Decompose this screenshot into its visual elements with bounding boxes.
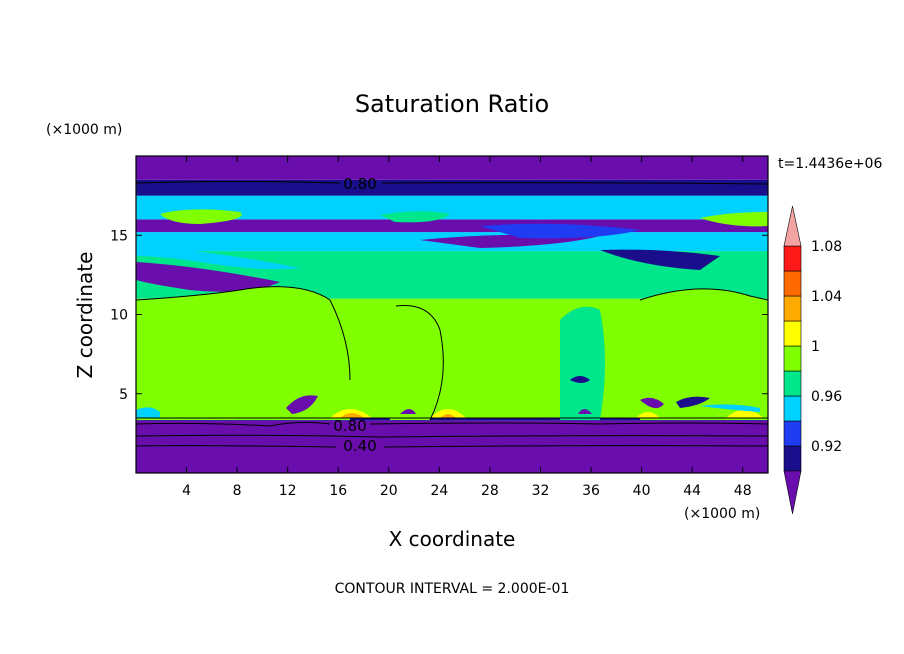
band-6 [136,195,768,220]
colorbar-tick-label: 1.04 [811,289,842,305]
x-tick-label: 44 [683,483,701,499]
field-feature-18 [636,412,660,418]
contour-lines [136,181,768,448]
x-tick-label: 20 [380,483,398,499]
x-axis-ticks: 4 8 12 16 20 24 28 32 36 40 44 48 [182,156,752,499]
colorbar-box [783,395,802,422]
colorbar-box [783,320,802,347]
time-label: t=1.4436e+06 [778,156,882,172]
colorbar-tick-label: 0.92 [811,439,842,455]
colorbar-tick-label: 0.96 [811,389,842,405]
y-axis-unit: (×1000 m) [46,122,122,138]
field-feature-22 [640,397,664,409]
field-feature-0 [160,209,242,224]
field-feature-14 [340,413,364,418]
field-feature-6 [136,245,300,270]
x-tick-label: 28 [481,483,499,499]
colorbar-box [783,295,802,322]
band-7 [136,179,768,196]
field-feature-20 [570,376,590,383]
colorbar: 0.92 0.96 1 1.04 1.08 [783,205,842,515]
y-axis-label: Z coordinate [73,252,97,379]
x-tick-label: 40 [633,483,651,499]
colorbar-box [783,345,802,372]
contour-label-top: 0.80 [343,175,376,193]
x-tick-label: 12 [279,483,297,499]
colorbar-upper-arrow [783,205,802,247]
field-feature-12 [314,254,640,288]
field-feature-9 [386,305,444,420]
x-tick-label: 36 [582,483,600,499]
field-feature-2 [700,212,768,227]
contour-line-0 [136,181,768,185]
field-feature-19 [286,395,318,414]
colorbar-box [783,270,802,297]
field-feature-24 [578,409,592,414]
band-1 [136,417,768,421]
contour-label-mid: 0.80 [333,417,366,435]
x-axis-label: X coordinate [389,527,516,551]
field-feature-3 [136,262,280,292]
x-tick-label: 32 [532,483,550,499]
field-feature-17 [726,410,764,418]
contour-interval-label: CONTOUR INTERVAL = 2.000E-01 [335,581,570,597]
colorbar-tick-label: 1 [811,339,820,355]
y-tick-label: 5 [119,387,128,403]
colorbar-lower-arrow [783,470,802,515]
chart-title: Saturation Ratio [355,90,549,118]
contour-line-2 [136,434,768,438]
x-tick-label: 4 [182,483,191,499]
x-tick-label: 16 [329,483,347,499]
band-5 [136,219,768,233]
field-feature-25 [136,407,160,418]
y-tick-label: 10 [110,308,128,324]
contour-line-3 [136,445,768,448]
colorbar-box [783,245,802,272]
field-feature-23 [400,409,416,414]
colorbar-box [783,420,802,447]
field-feature-15 [430,409,466,418]
field-feature-1 [380,211,450,223]
field-feature-7 [480,223,640,239]
field-feature-10 [560,306,605,420]
contour-features [136,209,768,420]
x-tick-label: 8 [233,483,242,499]
field-feature-21 [676,396,710,408]
contour-label-low: 0.40 [343,437,376,455]
contour-line-7 [395,305,444,421]
x-tick-label: 24 [430,483,448,499]
colorbar-box [783,445,802,472]
colorbar-tick-label: 1.08 [811,239,842,255]
field-feature-8 [136,286,350,420]
x-tick-label: 48 [734,483,752,499]
colorbar-box [783,370,802,397]
contour-line-1 [136,421,768,427]
field-feature-26 [700,404,760,412]
field-feature-11 [640,288,768,420]
field-feature-5 [600,249,720,270]
y-axis-ticks: 5 10 15 [110,228,768,403]
x-axis-unit: (×1000 m) [684,506,760,522]
y-tick-label: 15 [110,228,128,244]
contour-line-6 [639,288,768,301]
field-feature-16 [440,414,456,418]
contour-line-5 [136,286,351,381]
band-8 [136,156,768,180]
